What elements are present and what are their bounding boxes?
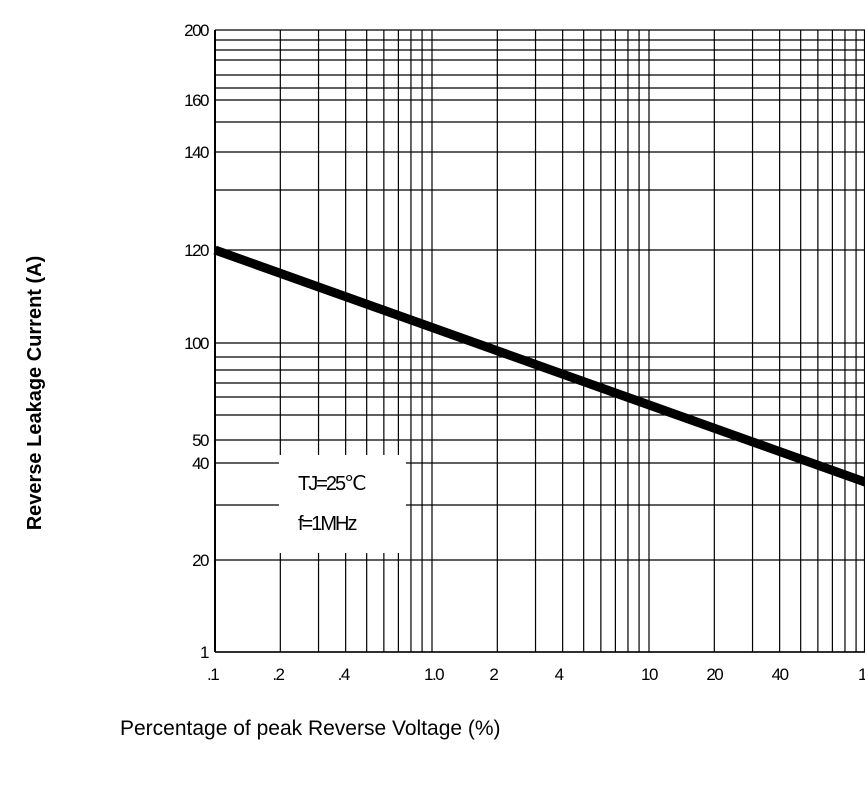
series-line-0	[213, 245, 865, 487]
y-axis-title: Reverse Leakage Current (A)	[24, 256, 46, 531]
x-tick-label: .1	[207, 665, 219, 684]
y-tick-label: 100	[184, 334, 209, 353]
x-tick-label: 100	[858, 665, 865, 684]
x-tick-label: 4	[555, 665, 564, 684]
annotation-background	[279, 455, 406, 553]
annotation-box: TJ=25℃ f=1MHz	[279, 455, 406, 553]
y-tick-label: 120	[184, 241, 209, 260]
x-tick-labels: .1 .2 .4 1.0 2 4 10 20 40 100	[207, 665, 865, 684]
x-tick-label: .4	[338, 665, 350, 684]
series-layer	[213, 245, 865, 487]
grid	[214, 29, 865, 653]
y-tick-label: 40	[192, 454, 209, 473]
x-tick-label: 40	[772, 665, 789, 684]
y-tick-label: 1	[200, 643, 209, 662]
x-tick-label: 10	[641, 665, 658, 684]
y-tick-label: 160	[184, 91, 209, 110]
x-tick-label: 2	[489, 665, 498, 684]
x-tick-label: .2	[272, 665, 284, 684]
y-tick-label: 200	[184, 21, 209, 40]
y-tick-label: 20	[192, 551, 209, 570]
x-tick-label: 20	[706, 665, 723, 684]
x-axis-title: Percentage of peak Reverse Voltage (%)	[120, 717, 501, 740]
y-tick-label: 50	[192, 431, 209, 450]
annotation-temperature: TJ=25℃	[298, 473, 366, 495]
y-tick-label: 140	[184, 143, 209, 162]
annotation-frequency: f=1MHz	[298, 513, 356, 535]
y-tick-labels: 200 160 140 120 100 50 40 20 1	[184, 21, 210, 662]
x-tick-label: 1.0	[424, 665, 444, 684]
